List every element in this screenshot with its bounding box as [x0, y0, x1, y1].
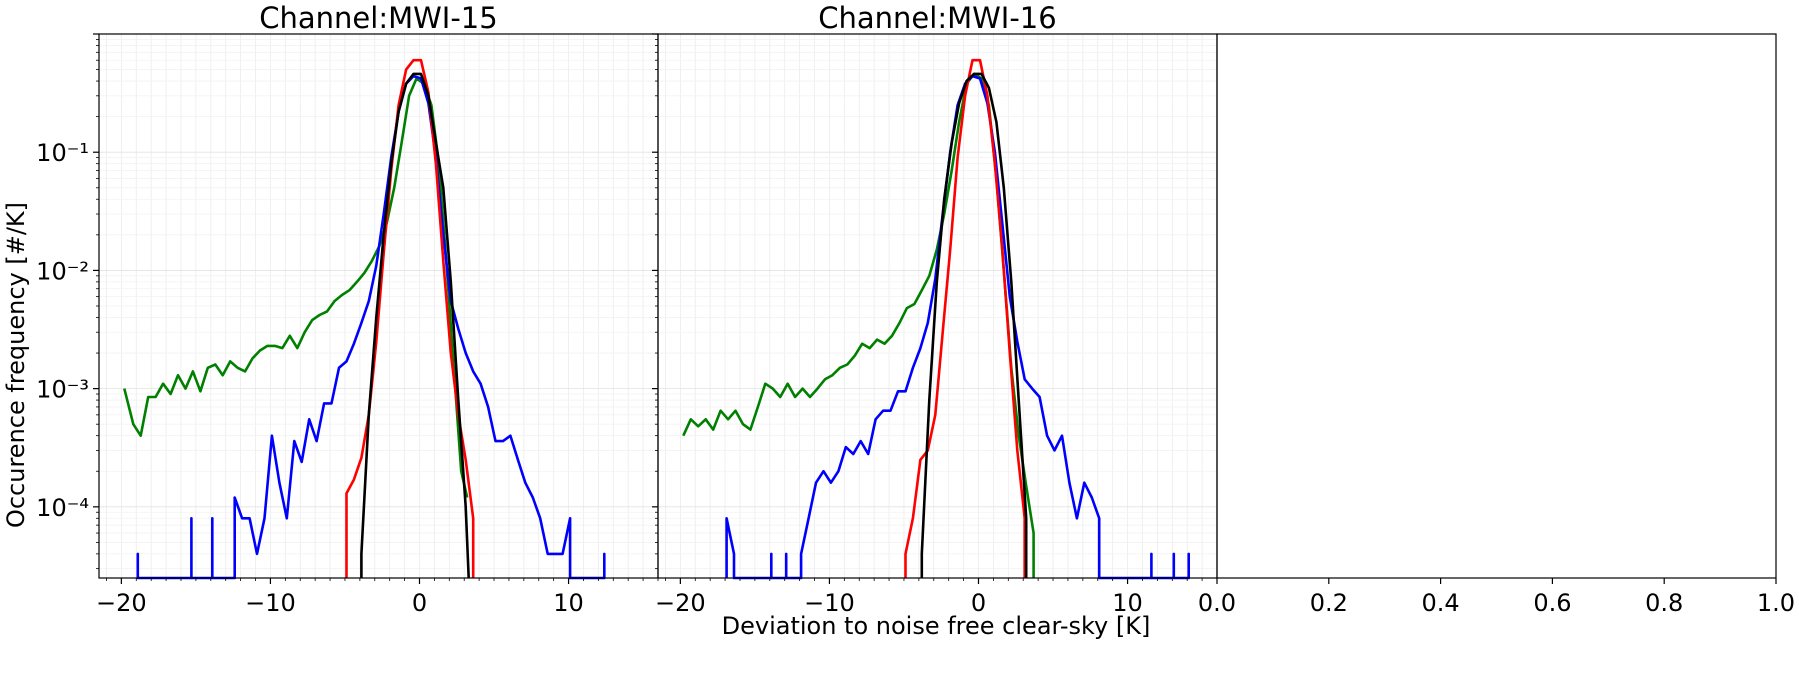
series-line-1	[682, 72, 1035, 578]
x-tick-label: 10	[553, 589, 584, 617]
series-line-1	[123, 77, 469, 498]
series-line-3	[345, 58, 475, 578]
x-tick-label: 0	[971, 589, 986, 617]
series-line-4	[360, 72, 470, 579]
y-tick-label: 10⁻²	[36, 257, 89, 285]
y-tick-label: 10⁻⁴	[36, 494, 89, 522]
y-tick-label: 10⁻³	[36, 376, 89, 404]
x-tick-label: −10	[804, 589, 855, 617]
y-axis-label: Occurence frequency [#/K]	[2, 202, 30, 528]
x-tick-label: 1.0	[1757, 589, 1795, 617]
series-line-3	[904, 58, 1026, 578]
series-line-4	[920, 72, 1028, 578]
x-tick-label: 0.4	[1422, 589, 1460, 617]
panel-title: Channel:MWI-16	[818, 1, 1056, 35]
y-tick-label: 10⁻¹	[36, 139, 89, 167]
x-tick-label: 0.6	[1533, 589, 1571, 617]
panel-title: Channel:MWI-15	[259, 1, 497, 35]
x-tick-label: −20	[655, 589, 706, 617]
x-tick-label: 0.8	[1645, 589, 1683, 617]
panel-2: −20 −10 0 10 Channel:MWI-16	[652, 1, 1218, 617]
x-tick-label: 10	[1112, 589, 1143, 617]
x-tick-label: 0	[412, 589, 427, 617]
x-tick-label: 0.0	[1198, 589, 1236, 617]
axes-frame	[1216, 33, 1777, 579]
series-line-2	[136, 74, 606, 580]
panel-3: 0.0 0.2 0.4 0.6 0.8 1.0	[1198, 33, 1795, 617]
x-axis-label: Deviation to noise free clear-sky [K]	[722, 612, 1151, 640]
x-tick-label: −10	[245, 589, 296, 617]
x-tick-label: 0.2	[1310, 589, 1348, 617]
x-tick-label: −20	[96, 589, 147, 617]
